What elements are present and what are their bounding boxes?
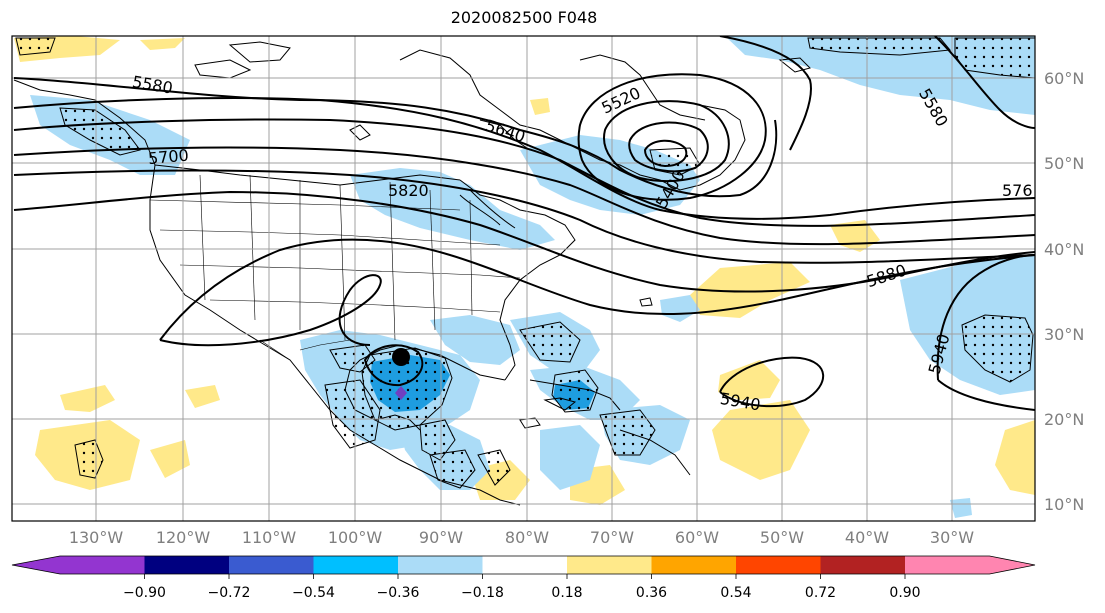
colorbar-outline xyxy=(11,555,1036,575)
contour-label: 5820 xyxy=(388,181,429,200)
contour-label: 5700 xyxy=(147,146,189,168)
lon-label: 30°W xyxy=(930,528,974,547)
colorbar-segment xyxy=(229,556,314,574)
lat-label: 60°N xyxy=(1044,69,1084,88)
colorbar-segment xyxy=(905,556,990,574)
lon-label: 40°W xyxy=(845,528,889,547)
lon-label: 100°W xyxy=(328,528,383,547)
lon-label: 90°W xyxy=(419,528,463,547)
significance-outlines xyxy=(459,189,516,229)
colorbar-segment xyxy=(651,556,736,574)
lat-label: 10°N xyxy=(1044,495,1084,514)
colorbar-segment xyxy=(144,556,229,574)
lon-label: 120°W xyxy=(156,528,211,547)
colorbar-label: −0.72 xyxy=(208,585,251,601)
colorbar-low-extension xyxy=(12,556,60,574)
colorbar-label: 0.54 xyxy=(720,585,751,601)
contour-label: 576 xyxy=(1002,181,1033,200)
map-border xyxy=(11,35,1036,522)
colorbar-segment xyxy=(482,556,567,574)
colorbar-label: 0.72 xyxy=(805,585,836,601)
lat-label: 20°N xyxy=(1044,410,1084,429)
colorbar-high-extension xyxy=(989,556,1035,574)
colorbar-label: 0.36 xyxy=(636,585,667,601)
lon-label: 80°W xyxy=(505,528,549,547)
storm-center-marker xyxy=(392,348,410,366)
height-contours xyxy=(13,36,1035,411)
lon-label: 130°W xyxy=(69,528,124,547)
colorbar-segment xyxy=(313,556,398,574)
lon-label: 110°W xyxy=(242,528,297,547)
colorbar-segment xyxy=(736,556,821,574)
lat-label: 50°N xyxy=(1044,154,1084,173)
colorbar-segment xyxy=(567,556,652,574)
colorbar-segment xyxy=(398,556,483,574)
lon-label: 60°W xyxy=(675,528,719,547)
colorbar-segment xyxy=(60,556,145,574)
colorbar-ticks xyxy=(144,574,906,579)
graticule xyxy=(12,36,1035,521)
longitude-labels: 130°W 120°W 110°W 100°W 90°W 80°W 70°W 6… xyxy=(69,528,974,547)
lon-label: 70°W xyxy=(590,528,634,547)
colorbar: −0.90 −0.72 −0.54 −0.36 −0.18 0.18 0.36 … xyxy=(11,555,1036,601)
latitude-labels: 60°N 50°N 40°N 30°N 20°N 10°N xyxy=(1044,69,1084,514)
significance-stippling xyxy=(15,37,1035,489)
lat-label: 30°N xyxy=(1044,325,1084,344)
colorbar-segment xyxy=(820,556,905,574)
colorbar-label: −0.36 xyxy=(377,585,420,601)
lat-label: 40°N xyxy=(1044,240,1084,259)
forecast-point-marker xyxy=(395,386,407,400)
colorbar-label: 0.18 xyxy=(551,585,582,601)
lon-label: 50°W xyxy=(760,528,804,547)
colorbar-label: 0.90 xyxy=(889,585,920,601)
state-borders xyxy=(149,174,521,361)
colorbar-label: −0.90 xyxy=(123,585,166,601)
colorbar-label: −0.54 xyxy=(292,585,335,601)
colorbar-label: −0.18 xyxy=(461,585,504,601)
map-title: 2020082500 F048 xyxy=(450,8,598,27)
